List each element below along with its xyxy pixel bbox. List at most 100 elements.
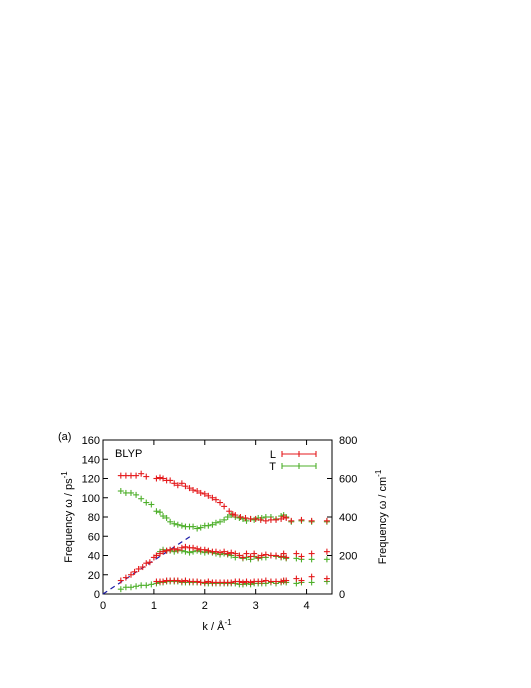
data-point-t [167, 518, 174, 525]
data-point-t [221, 516, 228, 523]
data-point-l [288, 517, 295, 524]
data-point-l [201, 546, 208, 553]
data-point-l [205, 547, 212, 554]
data-point-l [194, 578, 201, 585]
data-point-l [174, 482, 181, 489]
data-point-l [190, 544, 197, 551]
data-point-t [224, 514, 231, 520]
data-point-l [242, 514, 249, 521]
x-axis-label-text: k / Å [202, 620, 225, 633]
y-left-tick-label: 40 [88, 551, 100, 563]
data-point-t [243, 517, 250, 524]
data-point-l [239, 579, 246, 586]
data-point-l [251, 550, 258, 557]
data-point-l [156, 474, 163, 481]
data-point-l [127, 571, 134, 578]
data-point-t [127, 489, 134, 496]
data-point-t [148, 581, 155, 588]
data-point-t [212, 519, 219, 526]
data-point-l [217, 499, 224, 506]
data-points [117, 470, 330, 593]
data-point-l [167, 546, 174, 553]
data-point-t [163, 514, 170, 521]
data-point-l [190, 487, 197, 494]
data-point-l [267, 552, 274, 559]
data-point-l [160, 475, 167, 482]
data-point-l [267, 516, 274, 523]
data-point-l [258, 552, 265, 559]
data-point-l [224, 550, 231, 557]
y-right-tick-label: 0 [339, 589, 345, 601]
data-point-l [160, 548, 167, 555]
data-point-t [323, 556, 330, 563]
data-point-l [146, 559, 153, 566]
y-right-axis-label-text: Frequency ω / cm [377, 477, 389, 564]
data-point-t [308, 579, 315, 586]
y-right-tick-label: 200 [339, 551, 357, 563]
data-point-l [167, 477, 174, 484]
data-point-l [283, 554, 290, 561]
data-point-l [117, 577, 124, 584]
data-point-l [205, 578, 212, 585]
y-left-axis-label-text: Frequency ω / ps [63, 478, 75, 563]
data-point-l [293, 575, 300, 582]
plot-frame [102, 439, 333, 595]
data-point-l [273, 516, 280, 523]
data-point-t [209, 521, 216, 528]
data-point-t [174, 521, 181, 528]
data-point-l [221, 548, 228, 555]
data-point-l [117, 472, 124, 479]
y-left-tick-label: 120 [82, 474, 100, 486]
data-point-l [283, 577, 290, 584]
data-point-t [148, 501, 155, 508]
data-point-l [308, 517, 315, 524]
y-left-tick-label: 20 [88, 570, 100, 582]
data-point-l [247, 579, 254, 586]
data-point-t [133, 491, 140, 498]
data-point-t [138, 582, 145, 589]
data-point-l [178, 544, 185, 551]
data-point-l [273, 552, 280, 559]
data-point-l [323, 548, 330, 555]
x-tick-label: 2 [202, 600, 208, 612]
data-point-t [117, 586, 124, 593]
data-point-l [273, 578, 280, 585]
y-left-tick-label: 140 [82, 454, 100, 466]
y-left-tick-label: 80 [88, 512, 100, 524]
data-point-l [178, 480, 185, 487]
data-point-l [194, 545, 201, 552]
data-point-t [153, 508, 160, 515]
data-point-l [232, 512, 239, 519]
inset-label: BLYP [115, 448, 142, 460]
data-point-l [226, 508, 233, 515]
data-point-l [262, 551, 269, 558]
y-left-tick-label: 60 [88, 531, 100, 543]
data-point-t [308, 556, 315, 563]
data-point-l [133, 472, 140, 479]
data-point-l [236, 552, 243, 559]
data-point-l [232, 550, 239, 557]
data-point-t [143, 499, 150, 506]
data-point-t [122, 489, 129, 496]
data-point-l [182, 483, 189, 490]
legend-label-t: T [269, 461, 276, 473]
data-point-l [298, 577, 305, 584]
data-point-l [252, 515, 259, 522]
data-point-l [293, 550, 300, 557]
data-point-l [186, 485, 193, 492]
data-point-l [237, 514, 244, 520]
data-point-l [247, 553, 254, 560]
axis-ticks [102, 439, 332, 595]
y-left-axis-label-sup: -1 [60, 471, 69, 479]
data-point-l [122, 574, 129, 581]
data-point-l [182, 543, 189, 550]
data-point-l [243, 550, 250, 557]
data-point-t [197, 524, 204, 531]
data-point-l [323, 575, 330, 582]
data-point-l [262, 517, 269, 524]
data-point-l [228, 549, 235, 556]
data-point-t [178, 522, 185, 529]
data-point-l [135, 565, 142, 572]
data-point-t [217, 518, 224, 525]
